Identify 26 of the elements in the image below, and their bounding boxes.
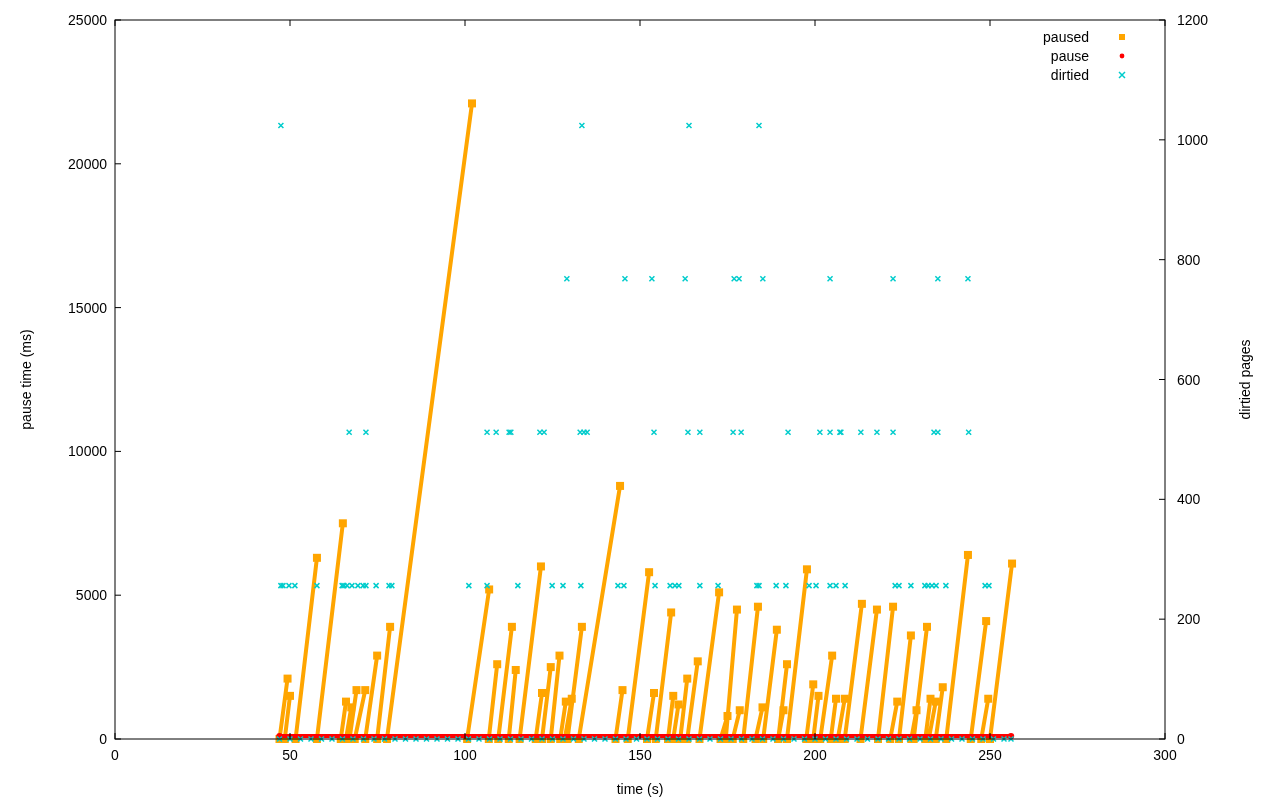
x-tick-label: 100	[453, 747, 477, 763]
y2-tick-label: 800	[1177, 251, 1201, 268]
y2-tick-label: 600	[1177, 371, 1201, 388]
legend-label: dirtied	[1050, 67, 1089, 83]
text: pause	[1050, 48, 1090, 64]
x-tick-label: 200	[803, 747, 827, 763]
y2-tick-label: 1200	[1177, 12, 1209, 28]
y-tick-label: 15000	[68, 299, 108, 316]
x-axis-title: time (s)	[616, 781, 664, 797]
y2-axis-title: dirtied pages	[1237, 339, 1253, 420]
x-tick-label: 0	[111, 747, 120, 763]
y2-tick-label: 200	[1177, 611, 1201, 628]
y-tick-label: 20000	[68, 155, 108, 172]
x-tick-label: 50	[282, 747, 298, 763]
y2-tick-label: 400	[1177, 491, 1201, 508]
y-axis-title: pause time (ms)	[18, 329, 34, 430]
y-tick-label: 0	[99, 731, 108, 747]
y2-tick-label: 1000	[1177, 131, 1209, 148]
x-tick-label: 250	[978, 747, 1002, 763]
y-tick-label: 10000	[68, 443, 108, 460]
x-tick-label: 150	[628, 747, 652, 763]
y2-tick-label: 0	[1177, 731, 1185, 747]
x-tick-label: 300	[1153, 747, 1177, 763]
y-tick-label: 25000	[68, 12, 108, 28]
legend-label: paused	[1043, 29, 1089, 45]
y-tick-label: 5000	[75, 587, 108, 604]
